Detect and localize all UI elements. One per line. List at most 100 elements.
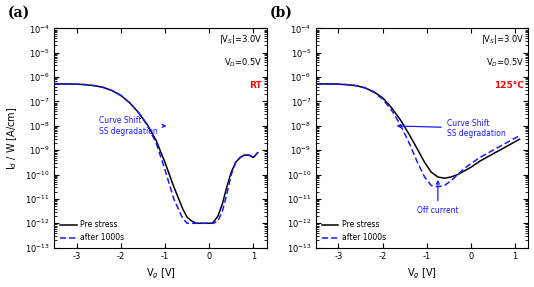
after 1000s: [485, 151, 492, 154]
Text: Curve Shift
SS degradation: Curve Shift SS degradation: [398, 119, 506, 138]
after 1000s: [448, 179, 454, 182]
Pre stress: [241, 153, 248, 157]
after 1000s: [421, 175, 428, 179]
Text: Off current: Off current: [417, 181, 459, 215]
after 1000s: [232, 161, 239, 164]
after 1000s: [371, 90, 377, 94]
after 1000s: [82, 83, 89, 86]
Pre stress: [162, 161, 168, 164]
Pre stress: [73, 82, 80, 86]
after 1000s: [244, 153, 250, 157]
after 1000s: [189, 222, 195, 225]
Pre stress: [335, 82, 342, 86]
after 1000s: [406, 141, 412, 145]
after 1000s: [255, 151, 261, 154]
after 1000s: [210, 222, 217, 225]
after 1000s: [228, 173, 234, 176]
after 1000s: [441, 184, 447, 187]
Y-axis label: I$_d$ / W [A/cm]: I$_d$ / W [A/cm]: [5, 106, 19, 170]
after 1000s: [516, 134, 523, 137]
Pre stress: [441, 177, 447, 180]
after 1000s: [344, 83, 350, 86]
after 1000s: [208, 222, 215, 225]
Pre stress: [512, 140, 519, 144]
Pre stress: [380, 96, 386, 100]
Text: (b): (b): [270, 6, 293, 20]
after 1000s: [468, 162, 474, 165]
Pre stress: [201, 222, 208, 225]
Pre stress: [421, 161, 428, 164]
Pre stress: [237, 156, 244, 159]
Text: RT: RT: [249, 81, 262, 90]
after 1000s: [241, 153, 248, 157]
after 1000s: [117, 94, 124, 97]
Pre stress: [197, 222, 203, 225]
Pre stress: [228, 170, 234, 174]
Pre stress: [179, 207, 186, 210]
Pre stress: [170, 185, 177, 189]
Pre stress: [362, 86, 368, 90]
after 1000s: [503, 141, 509, 145]
after 1000s: [109, 89, 115, 92]
after 1000s: [253, 153, 259, 157]
Text: |V$_S$|=3.0V: |V$_S$|=3.0V: [219, 33, 262, 46]
after 1000s: [144, 124, 151, 127]
after 1000s: [65, 82, 71, 86]
Pre stress: [415, 148, 421, 152]
Pre stress: [255, 151, 261, 154]
Pre stress: [250, 156, 256, 159]
Pre stress: [184, 216, 190, 219]
Pre stress: [326, 82, 333, 86]
Pre stress: [135, 111, 142, 114]
after 1000s: [428, 184, 435, 187]
after 1000s: [162, 168, 168, 171]
Text: |V$_S$|=3.0V: |V$_S$|=3.0V: [481, 33, 524, 46]
after 1000s: [435, 185, 441, 189]
Pre stress: [127, 101, 133, 104]
Pre stress: [82, 83, 89, 86]
Pre stress: [208, 222, 215, 225]
Pre stress: [435, 175, 441, 179]
Pre stress: [65, 82, 71, 86]
Pre stress: [219, 202, 226, 205]
after 1000s: [415, 162, 421, 165]
Pre stress: [248, 155, 254, 158]
Pre stress: [461, 169, 468, 172]
Pre stress: [468, 166, 474, 169]
after 1000s: [461, 167, 468, 170]
after 1000s: [239, 155, 246, 158]
Pre stress: [406, 133, 412, 136]
Line: after 1000s: after 1000s: [54, 84, 258, 223]
after 1000s: [91, 84, 98, 87]
after 1000s: [380, 97, 386, 101]
after 1000s: [224, 192, 230, 196]
after 1000s: [477, 156, 483, 159]
Pre stress: [344, 83, 350, 86]
Pre stress: [516, 137, 523, 141]
Pre stress: [244, 153, 250, 157]
after 1000s: [397, 123, 404, 126]
after 1000s: [197, 222, 203, 225]
after 1000s: [179, 217, 186, 220]
after 1000s: [206, 222, 213, 225]
Pre stress: [109, 89, 115, 92]
Pre stress: [454, 173, 461, 176]
after 1000s: [362, 86, 368, 90]
Text: V$_D$=0.5V: V$_D$=0.5V: [224, 57, 262, 69]
after 1000s: [219, 210, 226, 213]
after 1000s: [51, 82, 58, 86]
Pre stress: [388, 106, 395, 109]
Pre stress: [206, 222, 213, 225]
after 1000s: [246, 153, 252, 157]
Pre stress: [353, 84, 359, 87]
Pre stress: [397, 118, 404, 121]
after 1000s: [135, 111, 142, 114]
Pre stress: [494, 150, 501, 153]
Pre stress: [224, 185, 230, 189]
after 1000s: [454, 173, 461, 176]
Line: Pre stress: Pre stress: [54, 84, 258, 223]
Pre stress: [428, 170, 435, 174]
Text: (a): (a): [8, 6, 30, 20]
Pre stress: [153, 139, 159, 142]
Pre stress: [371, 90, 377, 94]
